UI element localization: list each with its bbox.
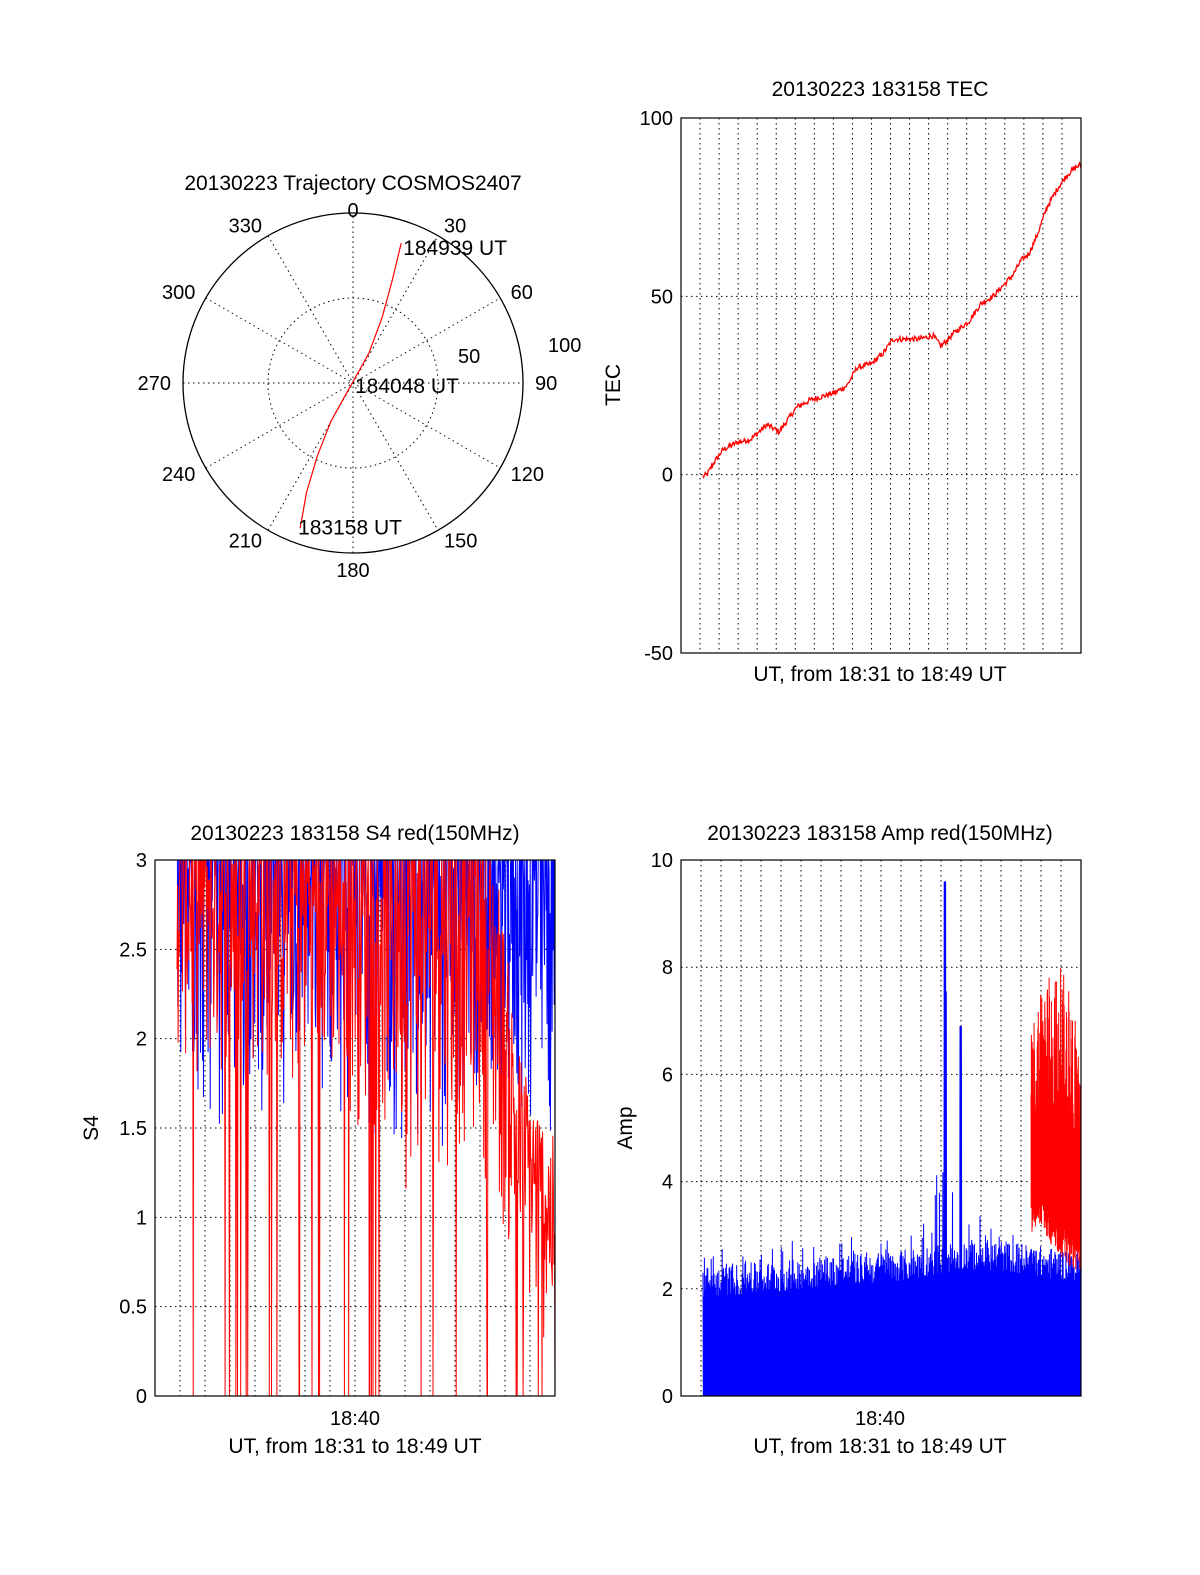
y-tick-label: -50 (644, 643, 673, 665)
azimuth-label: 210 (229, 531, 262, 553)
annotation-mid-time: 184048 UT (355, 375, 459, 398)
amp-series-blue (702, 881, 1082, 1397)
y-tick-label: 10 (651, 850, 673, 872)
amp-chart: 20130223 183158 Amp red(150MHz) 0246810 … (614, 822, 1082, 1458)
azimuth-label: 60 (511, 282, 533, 304)
y-tick-label: 2 (662, 1279, 673, 1301)
y-tick-label: 6 (662, 1064, 673, 1086)
y-tick-label: 2 (136, 1029, 147, 1051)
amp-red-trace (1030, 967, 1082, 1270)
tec-y-ticks: -50 0 50 100 (640, 108, 673, 665)
s4-x-label: UT, from 18:31 to 18:49 UT (228, 1435, 481, 1458)
y-tick-label: 4 (662, 1172, 673, 1194)
y-tick-label: 0.5 (119, 1297, 147, 1319)
azimuth-label: 300 (162, 282, 195, 304)
azimuth-label: 150 (444, 531, 477, 553)
y-tick-label: 0 (662, 1386, 673, 1408)
azimuth-label: 240 (162, 464, 195, 486)
s4-y-label: S4 (80, 1115, 103, 1141)
azimuth-label: 90 (535, 373, 557, 395)
y-tick-label: 0 (662, 465, 673, 487)
azimuth-label: 330 (229, 215, 262, 237)
s4-y-ticks: 0 0.5 1 1.5 2 2.5 3 (119, 850, 147, 1408)
s4-chart: 20130223 183158 S4 red(150MHz) 0 0.5 1 1.5 2… (80, 822, 556, 1458)
polar-spoke (267, 235, 439, 531)
y-tick-label: 0 (136, 1386, 147, 1408)
radius-label-50: 50 (458, 346, 480, 368)
s4-title: 20130223 183158 S4 red(150MHz) (190, 822, 519, 845)
amp-frame (680, 859, 1082, 1397)
y-tick-label: 50 (651, 286, 673, 308)
y-tick-label: 1.5 (119, 1118, 147, 1140)
polar-azimuth-labels: 0 30 60 90 120 150 180 210 240 270 300 330 (138, 200, 558, 582)
azimuth-label: 0 (347, 200, 358, 222)
amp-y-label: Amp (614, 1106, 637, 1149)
radius-label-100: 100 (548, 335, 581, 357)
amp-x-label: UT, from 18:31 to 18:49 UT (753, 1435, 1006, 1458)
tec-x-label: UT, from 18:31 to 18:49 UT (753, 663, 1006, 686)
tec-grid (681, 118, 1081, 653)
azimuth-label: 120 (511, 464, 544, 486)
s4-frame (154, 859, 556, 1397)
trajectory-title: 20130223 Trajectory COSMOS2407 (184, 172, 521, 195)
annotation-start-time: 183158 UT (298, 516, 402, 539)
trajectory-series (299, 243, 402, 529)
amp-title: 20130223 183158 Amp red(150MHz) (707, 822, 1053, 845)
azimuth-label: 30 (444, 215, 466, 237)
y-tick-label: 8 (662, 957, 673, 979)
y-tick-label: 2.5 (119, 939, 147, 961)
annotation-end-time: 184939 UT (403, 237, 507, 260)
azimuth-label: 180 (336, 560, 369, 582)
y-tick-label: 3 (136, 850, 147, 872)
amp-blue-fill (703, 1270, 1081, 1396)
tec-chart: 20130223 183158 TEC -50 0 50 100 TEC UT, fr… (602, 78, 1082, 686)
amp-x-tick-label: 18:40 (855, 1408, 905, 1430)
y-tick-label: 1 (136, 1207, 147, 1229)
trajectory-polar-plot: 20130223 Trajectory COSMOS2407 0 30 60 90 12… (138, 172, 582, 582)
y-tick-label: 100 (640, 108, 673, 130)
amp-y-ticks: 0 2 4 6 8 10 (651, 850, 673, 1408)
tec-frame (680, 117, 1082, 654)
s4-x-tick-label: 18:40 (330, 1408, 380, 1430)
polar-grid (182, 212, 524, 554)
amp-series-red (1030, 967, 1082, 1270)
tec-y-label: TEC (602, 364, 625, 406)
azimuth-label: 270 (138, 373, 171, 395)
tec-series (702, 161, 1082, 479)
tec-title: 20130223 183158 TEC (772, 78, 989, 101)
